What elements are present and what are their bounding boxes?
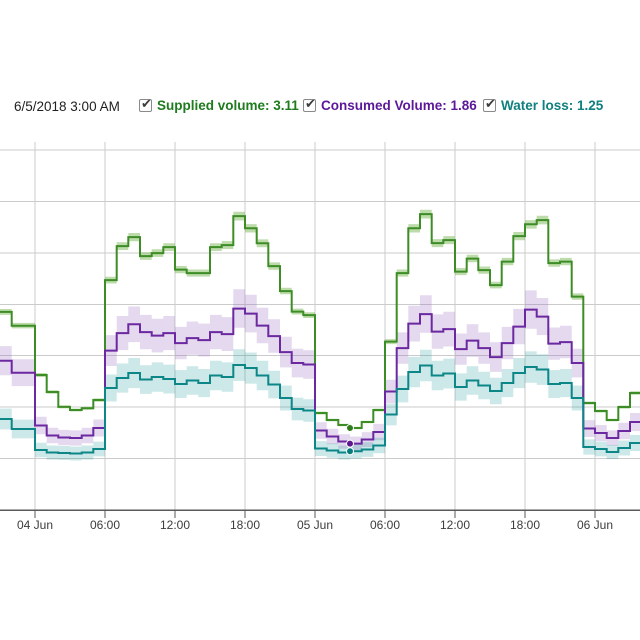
loss-band — [0, 349, 640, 461]
selected-point-supplied[interactable] — [346, 424, 354, 433]
selected-point-loss[interactable] — [346, 447, 354, 456]
legend-item-consumed[interactable]: Consumed Volume: 1.86 — [303, 96, 477, 113]
legend-checkbox-consumed[interactable] — [303, 96, 316, 112]
legend-label-loss: Water loss: 1.25 — [501, 98, 604, 113]
x-tick-label: 06:00 — [90, 518, 120, 532]
supplied-line — [0, 213, 640, 429]
consumed-band — [0, 289, 640, 451]
legend-label-consumed: Consumed Volume: 1.86 — [321, 98, 477, 113]
x-tick-label: 06:00 — [370, 518, 400, 532]
x-tick-label: 12:00 — [160, 518, 190, 532]
selected-timestamp: 6/5/2018 3:00 AM — [14, 99, 120, 114]
legend-checkbox-supplied[interactable] — [139, 96, 152, 112]
legend-bar: 6/5/2018 3:00 AM Supplied volume: 3.11 C… — [0, 96, 640, 118]
legend-label-supplied: Supplied volume: 3.11 — [157, 98, 299, 113]
x-tick-label: 06 Jun — [577, 518, 613, 532]
selected-point-consumed[interactable] — [346, 439, 354, 448]
loss-line — [0, 364, 640, 455]
x-tick-label: 04 Jun — [17, 518, 53, 532]
legend-item-supplied[interactable]: Supplied volume: 3.11 — [139, 96, 299, 113]
x-tick-label: 12:00 — [440, 518, 470, 532]
legend-item-loss[interactable]: Water loss: 1.25 — [483, 96, 604, 113]
x-tick-label: 18:00 — [510, 518, 540, 532]
legend-checkbox-loss[interactable] — [483, 96, 496, 112]
x-tick-label: 05 Jun — [297, 518, 333, 532]
consumed-line — [0, 307, 640, 445]
x-tick-label: 18:00 — [230, 518, 260, 532]
